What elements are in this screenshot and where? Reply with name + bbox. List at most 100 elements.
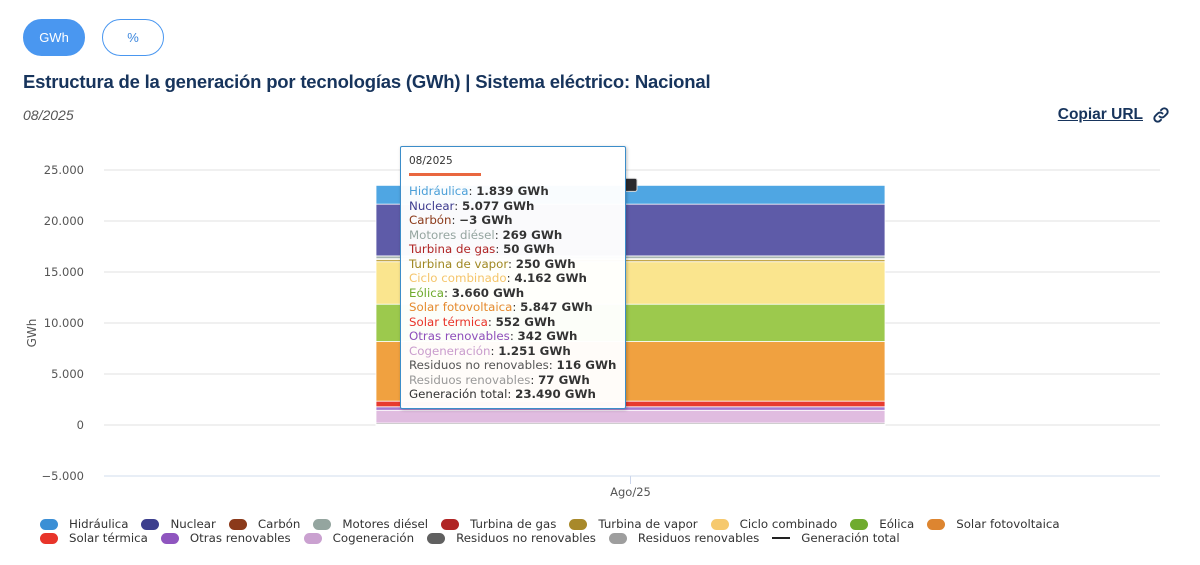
legend-swatch-icon [141, 518, 160, 530]
legend-swatch-icon [40, 518, 58, 530]
legend-swatch-icon [427, 532, 446, 544]
tooltip-separator: : [507, 387, 516, 401]
tooltip-row-value: 269 GWh [502, 227, 563, 242]
legend-item[interactable]: Otras renovables [160, 531, 291, 545]
y-tick-label: 20.000 [44, 214, 84, 228]
legend-item[interactable]: Motores diésel [313, 517, 428, 531]
tooltip-row-label: Residuos renovables [409, 372, 531, 387]
unit-gwh-button[interactable]: GWh [23, 19, 85, 56]
tooltip-row: Solar térmica: 552 GWh [409, 315, 617, 330]
legend-swatch-icon [608, 532, 627, 544]
tooltip-separator: : [494, 227, 503, 242]
x-axis-ticks: Ago/25 [610, 476, 651, 499]
legend-label: Carbón [257, 517, 301, 531]
legend-item[interactable]: Ciclo combinado [710, 517, 838, 531]
tooltip-row-label: Eólica [409, 285, 444, 300]
tooltip-row: Generación total: 23.490 GWh [409, 387, 617, 402]
tooltip-row-value: 77 GWh [538, 372, 590, 387]
page-title: Estructura de la generación por tecnolog… [23, 71, 711, 92]
legend-item[interactable]: Nuclear [141, 517, 216, 531]
tooltip-row: Eólica: 3.660 GWh [409, 286, 617, 301]
bar-segment-carbon[interactable] [375, 424, 886, 427]
tooltip-row-label: Generación total [409, 387, 508, 401]
y-axis-title: GWh [25, 319, 39, 348]
legend-item[interactable]: Eólica [850, 517, 914, 531]
legend-swatch-icon [313, 518, 332, 530]
tooltip-row-value: −3 GWh [459, 213, 513, 227]
tooltip-separator: : [506, 271, 515, 285]
tooltip-row: Motores diésel: 269 GWh [409, 228, 617, 243]
legend-label: Turbina de vapor [598, 517, 698, 531]
tooltip-row-label: Residuos no renovables [409, 358, 549, 372]
tooltip-header: 08/2025 [409, 155, 453, 167]
legend-label: Ciclo combinado [739, 517, 838, 531]
tooltip-separator: : [548, 358, 557, 372]
tooltip-row-value: 5.077 GWh [461, 198, 535, 213]
tooltip-row: Turbina de vapor: 250 GWh [409, 257, 617, 272]
bar-segment-cogeneracion[interactable] [375, 409, 886, 424]
legend-swatch-icon [40, 532, 58, 544]
tooltip-row-label: Turbina de gas [409, 242, 496, 256]
legend-label: Otras renovables [189, 531, 291, 545]
legend-swatch-icon [303, 532, 322, 544]
legend-item[interactable]: Residuos renovables [608, 531, 759, 545]
tooltip-row-value: 1.839 GWh [476, 184, 549, 198]
tooltip-row-label: Turbina de vapor [409, 256, 509, 271]
copy-url-link[interactable]: Copiar URL [1058, 106, 1170, 124]
legend-row: Hidráulica Nuclear Carbón Motores diésel Tur… [40, 517, 1073, 531]
tooltip-separator: : [487, 314, 496, 329]
tooltip-separator: : [508, 256, 516, 271]
copy-url-label: Copiar URL [1057, 106, 1143, 123]
tooltip-row: Carbón: −3 GWh [409, 213, 617, 228]
tooltip-row: Otras renovables: 342 GWh [409, 329, 617, 344]
legend-item[interactable]: Turbina de gas [441, 517, 556, 531]
tooltip-row-label: Solar térmica [409, 314, 488, 329]
legend-label: Generación total [801, 531, 900, 545]
tooltip-separator: : [454, 198, 462, 213]
tooltip-rows: Hidráulica: 1.839 GWh Nuclear: 5.077 GWh C… [409, 184, 617, 402]
unit-percent-button[interactable]: % [102, 19, 164, 56]
y-tick-label: 0 [77, 418, 84, 432]
tooltip-row-value: 342 GWh [517, 329, 578, 343]
y-tick-label: 15.000 [44, 265, 84, 279]
legend-item[interactable]: Hidráulica [40, 517, 128, 531]
legend-swatch-icon [160, 532, 179, 544]
tooltip-row-label: Ciclo combinado [409, 271, 507, 285]
tooltip-separator: : [490, 343, 499, 358]
y-tick-label: 25.000 [44, 163, 84, 177]
tooltip-row-label: Hidráulica [409, 184, 469, 198]
tooltip-row: Nuclear: 5.077 GWh [409, 199, 617, 214]
legend-item[interactable]: Generación total [772, 531, 900, 545]
legend-item[interactable]: Carbón [228, 517, 301, 531]
tooltip-row: Cogeneración: 1.251 GWh [409, 344, 617, 359]
legend-item[interactable]: Solar térmica [40, 531, 148, 545]
tooltip-row-label: Nuclear [409, 198, 455, 213]
legend-item[interactable]: Turbina de vapor [569, 517, 698, 531]
legend-label: Hidráulica [69, 517, 129, 531]
legend-item[interactable]: Cogeneración [303, 531, 414, 545]
tooltip-accent-line [409, 173, 481, 176]
legend-label: Solar térmica [69, 531, 148, 545]
legend-line-swatch-icon [772, 536, 791, 540]
legend-row: Solar térmica Otras renovables Cogeneració… [40, 531, 1073, 545]
legend-label: Solar fotovoltaica [956, 517, 1060, 531]
tooltip-row: Residuos no renovables: 116 GWh [409, 358, 617, 373]
legend-swatch-icon [228, 518, 247, 530]
tooltip-row-value: 5.847 GWh [520, 300, 593, 314]
y-tick-label: −5.000 [41, 469, 84, 483]
legend-item[interactable]: Residuos no renovables [427, 531, 596, 545]
tooltip-row-value: 250 GWh [515, 256, 576, 271]
y-tick-label: 10.000 [44, 316, 84, 330]
tooltip-row-value: 23.490 GWh [515, 387, 596, 401]
tooltip-row-label: Solar fotovoltaica [409, 300, 513, 314]
legend-item[interactable]: Solar fotovoltaica [927, 517, 1060, 531]
tooltip-row-value: 116 GWh [556, 358, 617, 372]
y-tick-label: 5.000 [51, 367, 84, 381]
legend-swatch-icon [927, 518, 946, 530]
tooltip-separator: : [509, 329, 518, 343]
tooltip-row-label: Cogeneración [409, 343, 491, 358]
tooltip-row: Residuos renovables: 77 GWh [409, 373, 617, 388]
period-label: 08/2025 [23, 107, 74, 123]
tooltip-separator: : [443, 285, 452, 300]
legend-label: Eólica [879, 517, 915, 531]
